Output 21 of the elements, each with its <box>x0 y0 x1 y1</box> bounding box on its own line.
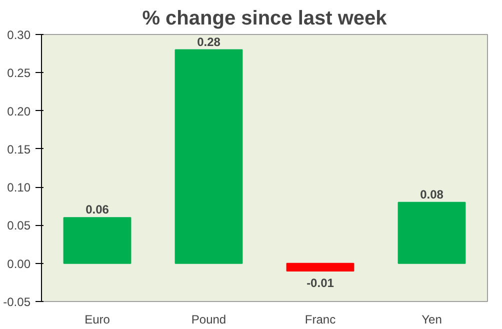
y-tick-label: 0.25 <box>7 66 31 80</box>
bar <box>174 49 243 264</box>
data-label: 0.06 <box>86 202 110 217</box>
bar <box>398 202 466 264</box>
y-tick-label: 0.00 <box>7 256 31 271</box>
x-tick-label: Yen <box>422 312 442 326</box>
bar <box>286 262 354 272</box>
data-label: 0.08 <box>420 187 444 202</box>
chart-title: % change since last week <box>142 8 388 30</box>
x-tick-label: Euro <box>84 312 110 326</box>
y-tick-label: 0.05 <box>7 218 31 233</box>
y-tick-label: 0.30 <box>7 28 31 42</box>
data-label: -0.01 <box>306 276 334 290</box>
x-tick-label: Pound <box>191 312 226 326</box>
bar <box>63 217 132 264</box>
y-tick-label: -0.05 <box>3 295 31 309</box>
y-tick-label: 0.10 <box>7 180 31 195</box>
x-tick-label: Franc <box>304 312 336 326</box>
data-label: 0.28 <box>197 34 221 49</box>
y-tick-label: 0.20 <box>7 104 31 118</box>
y-tick-label: 0.15 <box>7 142 31 156</box>
